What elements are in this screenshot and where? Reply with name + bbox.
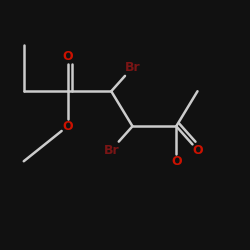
Text: O: O: [62, 50, 73, 63]
Text: O: O: [171, 155, 181, 168]
Text: Br: Br: [104, 144, 119, 156]
Text: O: O: [192, 144, 203, 156]
Text: Br: Br: [125, 61, 140, 74]
Text: O: O: [62, 120, 73, 133]
